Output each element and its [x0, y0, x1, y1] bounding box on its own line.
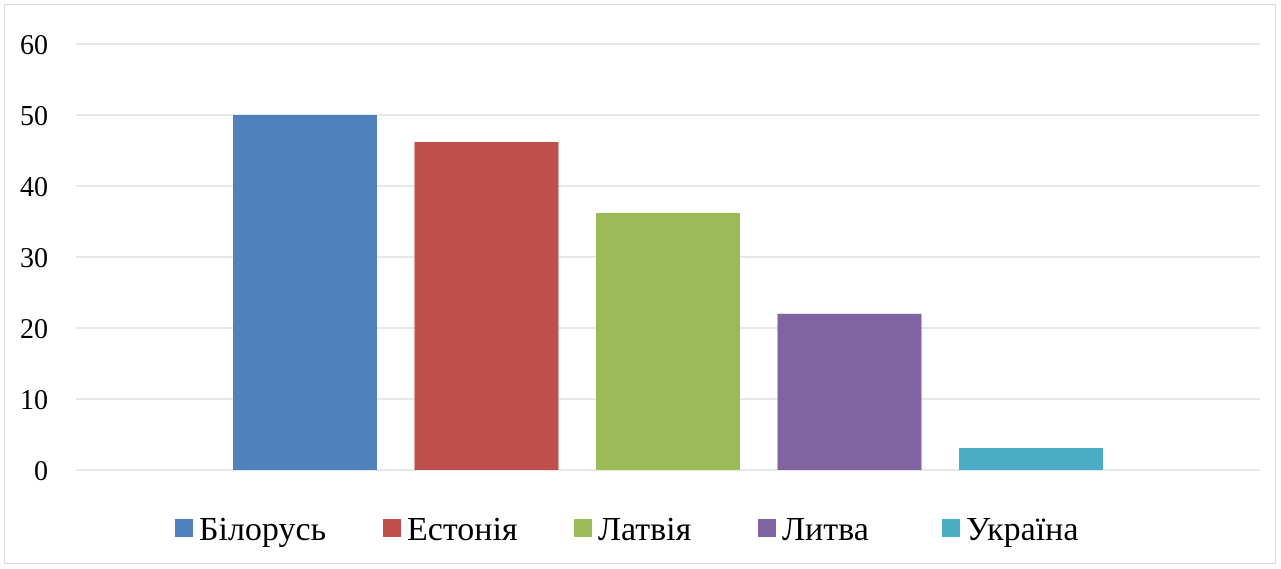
legend-swatch [383, 519, 401, 537]
legend-item-2: Естонія [383, 511, 518, 548]
legend-swatch [574, 519, 592, 537]
legend-swatch [175, 519, 193, 537]
y-tick-label: 50 [20, 101, 48, 132]
bar-5 [959, 447, 1103, 470]
y-tick-label: 10 [20, 385, 48, 416]
legend-item-3: Латвія [574, 511, 692, 548]
legend-item-1: Білорусь [175, 511, 326, 548]
y-tick-label: 20 [20, 314, 48, 345]
bar-3 [596, 212, 740, 471]
y-axis-tick-labels: 0 10 20 30 40 50 60 [20, 30, 48, 487]
bar-1 [233, 115, 377, 470]
bar-4 [777, 313, 922, 470]
legend-item-5: Україна [942, 511, 1078, 548]
legend-swatch [758, 519, 776, 537]
legend-label: Україна [966, 511, 1078, 548]
y-tick-label: 60 [20, 30, 48, 61]
legend-label: Литва [782, 511, 869, 548]
y-tick-label: 0 [34, 456, 48, 487]
bars [233, 115, 1103, 471]
y-tick-label: 30 [20, 243, 48, 274]
legend-label: Латвія [598, 511, 692, 548]
legend-item-4: Литва [758, 511, 869, 548]
legend: Білорусь Естонія Латвія Литва Україна [175, 511, 1078, 548]
legend-swatch [942, 519, 960, 537]
bar-2 [414, 141, 559, 471]
legend-label: Естонія [407, 511, 518, 548]
y-tick-label: 40 [20, 172, 48, 203]
legend-label: Білорусь [199, 511, 326, 548]
